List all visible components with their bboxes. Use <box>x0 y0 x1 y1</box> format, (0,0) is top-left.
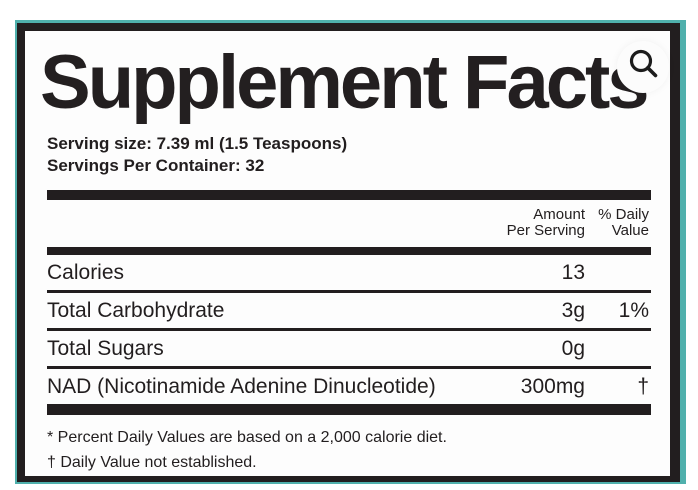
thick-divider-top <box>47 190 651 200</box>
label-content: Supplement Facts Serving size: 7.39 ml (… <box>25 45 670 473</box>
footnote-dagger: † Daily Value not established. <box>47 454 257 471</box>
header-amount-line1: Amount <box>533 206 585 223</box>
nutrient-dv: † <box>637 375 649 398</box>
header-amount-line2: Per Serving <box>506 222 585 239</box>
header-dv-line1: % Daily <box>598 206 649 223</box>
table-row-nad: NAD (Nicotinamide Adenine Dinucleotide) … <box>47 369 651 404</box>
nutrient-name: NAD (Nicotinamide Adenine Dinucleotide) <box>47 375 436 398</box>
table-row-calories: Calories 13 <box>47 255 651 293</box>
header-dv-line2: Value <box>611 222 649 239</box>
zoom-button[interactable] <box>617 41 669 93</box>
servings-per-container-text: Servings Per Container: 32 <box>47 156 265 175</box>
nutrient-amount: 3g <box>561 299 585 322</box>
nutrient-dv: 1% <box>618 299 649 322</box>
header-amount-per-serving: Amount Per Serving <box>475 207 585 239</box>
supplement-facts-label: Supplement Facts Serving size: 7.39 ml (… <box>17 23 680 482</box>
nutrient-amount: 0g <box>561 337 585 360</box>
thick-divider-header <box>47 247 651 255</box>
table-row-total-sugars: Total Sugars 0g <box>47 331 651 369</box>
table-row-total-carbohydrate: Total Carbohydrate 3g 1% <box>47 293 651 331</box>
footnote-daily-values: * Percent Daily Values are based on a 2,… <box>47 429 447 446</box>
serving-size-text: Serving size: 7.39 ml (1.5 Teaspoons) <box>47 134 348 153</box>
nutrient-name: Calories <box>47 261 125 284</box>
table-header: Amount Per Serving % Daily Value <box>47 207 651 239</box>
magnifier-icon <box>617 41 669 93</box>
nutrient-name: Total Carbohydrate <box>47 299 225 322</box>
header-percent-daily-value: % Daily Value <box>585 207 651 239</box>
nutrient-name: Total Sugars <box>47 337 164 360</box>
label-title: Supplement Facts <box>40 40 650 125</box>
nutrient-amount: 300mg <box>520 375 585 398</box>
thick-divider-bottom <box>47 404 651 415</box>
nutrient-amount: 13 <box>561 261 585 284</box>
